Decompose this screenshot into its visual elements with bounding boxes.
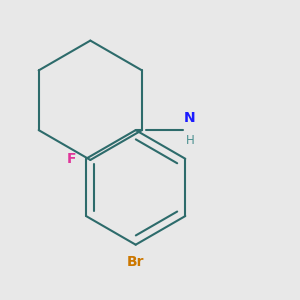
Text: F: F <box>67 152 76 166</box>
Text: H: H <box>185 134 194 147</box>
Text: N: N <box>184 110 196 124</box>
Text: Br: Br <box>127 255 144 269</box>
